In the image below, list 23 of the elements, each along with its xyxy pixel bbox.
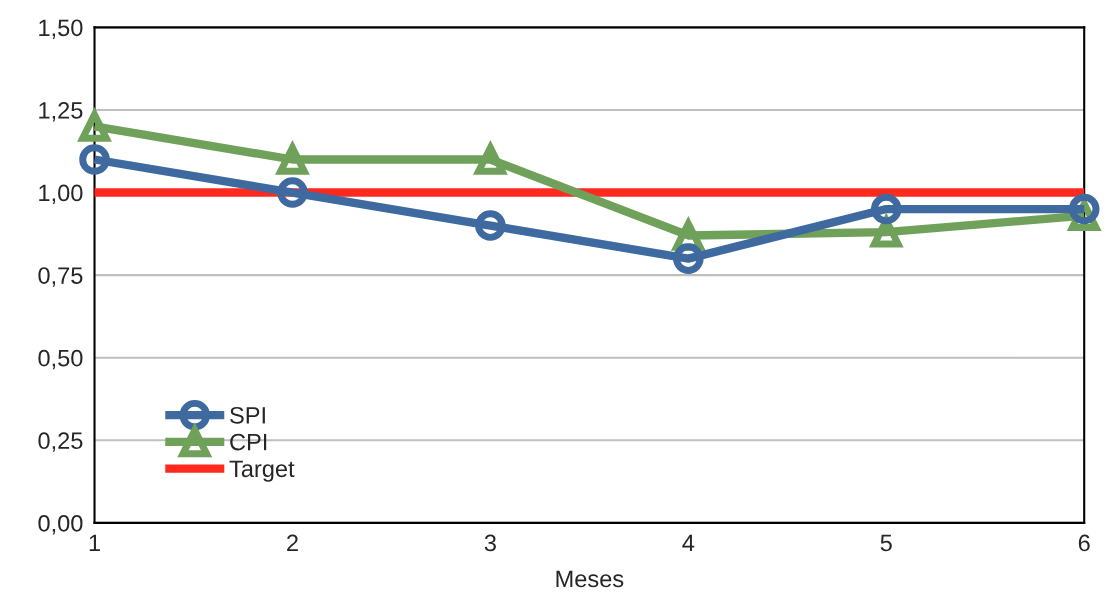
x-tick-label: 2 (287, 534, 298, 552)
y-tick-label: 0,50 (38, 349, 83, 370)
x-tick-label: 6 (1078, 534, 1090, 552)
legend-label: SPI (230, 406, 265, 424)
y-tick-label: 1,25 (39, 102, 83, 122)
point (1068, 193, 1100, 225)
y-tick-label: 1,00 (39, 184, 83, 205)
legend-label: Target (229, 460, 295, 482)
x-tick-label: 5 (880, 534, 892, 552)
point (277, 177, 308, 208)
x-axis-title: Meses (556, 570, 624, 588)
point (475, 210, 506, 241)
x-tick-label: 1 (89, 534, 100, 552)
y-tick-label: 0,75 (38, 267, 83, 287)
point (79, 144, 110, 175)
x-tick-label: 4 (682, 534, 695, 552)
y-tick-label: 0,25 (38, 432, 83, 452)
y-tick-label: 1,50 (39, 19, 83, 39)
point (673, 243, 704, 274)
y-tick-label: 0,00 (38, 514, 83, 535)
point (870, 193, 902, 225)
legend-label: CPI (230, 433, 267, 451)
x-tick-label: 3 (484, 534, 496, 552)
